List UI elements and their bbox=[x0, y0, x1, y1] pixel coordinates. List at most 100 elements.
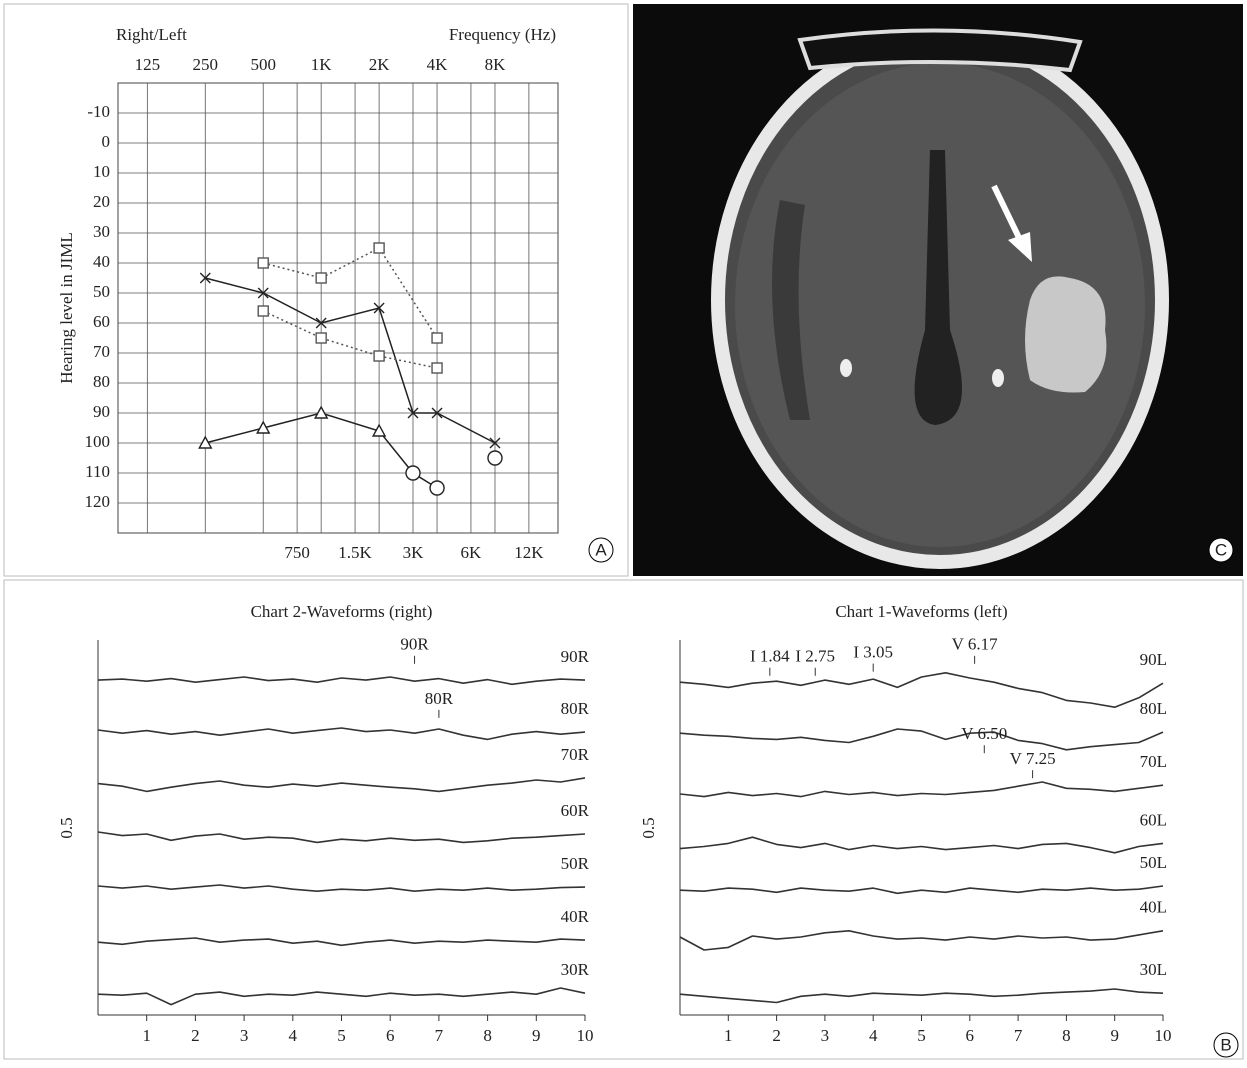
x-tick-label: 8 bbox=[483, 1026, 492, 1045]
marker-square bbox=[373, 350, 385, 362]
waveform bbox=[97, 937, 586, 947]
x-tick-label: 2K bbox=[369, 55, 391, 74]
marker-cross bbox=[199, 272, 211, 284]
x-tick-label: 8 bbox=[1062, 1026, 1071, 1045]
y-tick-label: 30 bbox=[93, 222, 110, 241]
annotation: I 1.84 bbox=[750, 647, 790, 666]
x-tick-label: 8K bbox=[485, 55, 507, 74]
marker-square bbox=[257, 257, 269, 269]
x-tick-label: 9 bbox=[1110, 1026, 1119, 1045]
data-line bbox=[262, 310, 438, 369]
trace-label: 60R bbox=[561, 801, 590, 820]
trace-label: 40L bbox=[1140, 898, 1167, 917]
marker-circle bbox=[429, 480, 445, 496]
x-tick-label: 7 bbox=[1014, 1026, 1023, 1045]
marker-square bbox=[373, 242, 385, 254]
annotation: V 6.50 bbox=[961, 724, 1007, 743]
marker-square bbox=[431, 362, 443, 374]
trace-label: 30R bbox=[561, 960, 590, 979]
annotation: I 2.75 bbox=[795, 647, 835, 666]
panel-a-frame bbox=[3, 3, 629, 577]
annotation: I 3.05 bbox=[853, 643, 893, 662]
y-tick-label: 90 bbox=[93, 402, 110, 421]
trace-label: 80L bbox=[1140, 699, 1167, 718]
x-tick-label: 3K bbox=[403, 543, 425, 562]
header-left: Right/Left bbox=[116, 25, 187, 44]
y-tick-label: 100 bbox=[85, 432, 111, 451]
x-tick-label: 500 bbox=[250, 55, 276, 74]
marker-cross bbox=[373, 302, 385, 314]
trace-label: 90L bbox=[1140, 650, 1167, 669]
y-tick-label: 110 bbox=[85, 462, 110, 481]
x-tick-label: 10 bbox=[1155, 1026, 1172, 1045]
waveform bbox=[97, 777, 586, 793]
marker-cross bbox=[489, 437, 501, 449]
waveform bbox=[97, 727, 586, 741]
chart-title: Chart 2-Waveforms (right) bbox=[251, 602, 433, 621]
x-tick-label: 4 bbox=[289, 1026, 298, 1045]
trace-label: 60L bbox=[1140, 810, 1167, 829]
x-tick-label: 2 bbox=[772, 1026, 781, 1045]
waveform bbox=[679, 836, 1164, 854]
trace-label: 70L bbox=[1140, 752, 1167, 771]
panel-label-circle bbox=[588, 537, 614, 563]
x-tick-label: 1 bbox=[724, 1026, 733, 1045]
waveform bbox=[97, 676, 586, 686]
y-tick-label: 70 bbox=[93, 342, 110, 361]
marker-cross bbox=[315, 317, 327, 329]
marker-square bbox=[315, 272, 327, 284]
panel-label: A bbox=[595, 540, 607, 559]
frontal-sinus bbox=[797, 28, 1083, 73]
y-axis-label: Hearing level in JIML bbox=[57, 232, 76, 384]
ventricle bbox=[914, 150, 962, 425]
trace-label: 30L bbox=[1140, 960, 1167, 979]
y-tick-label: 120 bbox=[85, 492, 111, 511]
x-tick-label: 12K bbox=[514, 543, 544, 562]
waveform bbox=[679, 781, 1164, 798]
y-tick-label: 40 bbox=[93, 252, 110, 271]
header-right: Frequency (Hz) bbox=[449, 25, 556, 44]
x-tick-label: 7 bbox=[435, 1026, 444, 1045]
x-tick-label: 9 bbox=[532, 1026, 541, 1045]
marker-circle bbox=[405, 465, 421, 481]
ct-image bbox=[633, 4, 1243, 576]
annotation: 80R bbox=[425, 689, 454, 708]
y-tick-label: 10 bbox=[93, 162, 110, 181]
marker-triangle bbox=[313, 405, 329, 419]
trace-label: 90R bbox=[561, 647, 590, 666]
arrow-head bbox=[1008, 232, 1032, 262]
y-tick-label: 50 bbox=[93, 282, 110, 301]
x-tick-label: 10 bbox=[577, 1026, 594, 1045]
x-tick-label: 1 bbox=[142, 1026, 151, 1045]
x-tick-label: 5 bbox=[917, 1026, 926, 1045]
y-tick-label: -10 bbox=[87, 102, 110, 121]
marker-cross bbox=[431, 407, 443, 419]
trace-label: 50R bbox=[561, 854, 590, 873]
x-tick-label: 5 bbox=[337, 1026, 346, 1045]
marker-square bbox=[431, 332, 443, 344]
x-tick-label: 250 bbox=[193, 55, 219, 74]
plot-frame bbox=[117, 82, 559, 534]
y-axis-label: 0.5 bbox=[57, 817, 76, 838]
waveform bbox=[679, 885, 1164, 895]
marker-cross bbox=[257, 287, 269, 299]
y-axis-label: 0.5 bbox=[639, 817, 658, 838]
x-tick-label: 6 bbox=[386, 1026, 395, 1045]
x-tick-label: 4K bbox=[427, 55, 449, 74]
y-tick-label: 0 bbox=[102, 132, 111, 151]
annotation: 90R bbox=[400, 635, 429, 654]
panel-label-circle bbox=[1208, 537, 1234, 563]
x-tick-label: 1K bbox=[311, 55, 333, 74]
panel-label: B bbox=[1220, 1035, 1231, 1054]
x-tick-label: 3 bbox=[821, 1026, 830, 1045]
arrow-shaft bbox=[991, 184, 1025, 246]
x-tick-label: 3 bbox=[240, 1026, 249, 1045]
x-tick-label: 1.5K bbox=[338, 543, 372, 562]
y-tick-label: 20 bbox=[93, 192, 110, 211]
annotation: V 7.25 bbox=[1010, 749, 1056, 768]
hemorrhage bbox=[1025, 276, 1107, 393]
x-tick-label: 125 bbox=[135, 55, 161, 74]
waveform bbox=[679, 672, 1164, 708]
